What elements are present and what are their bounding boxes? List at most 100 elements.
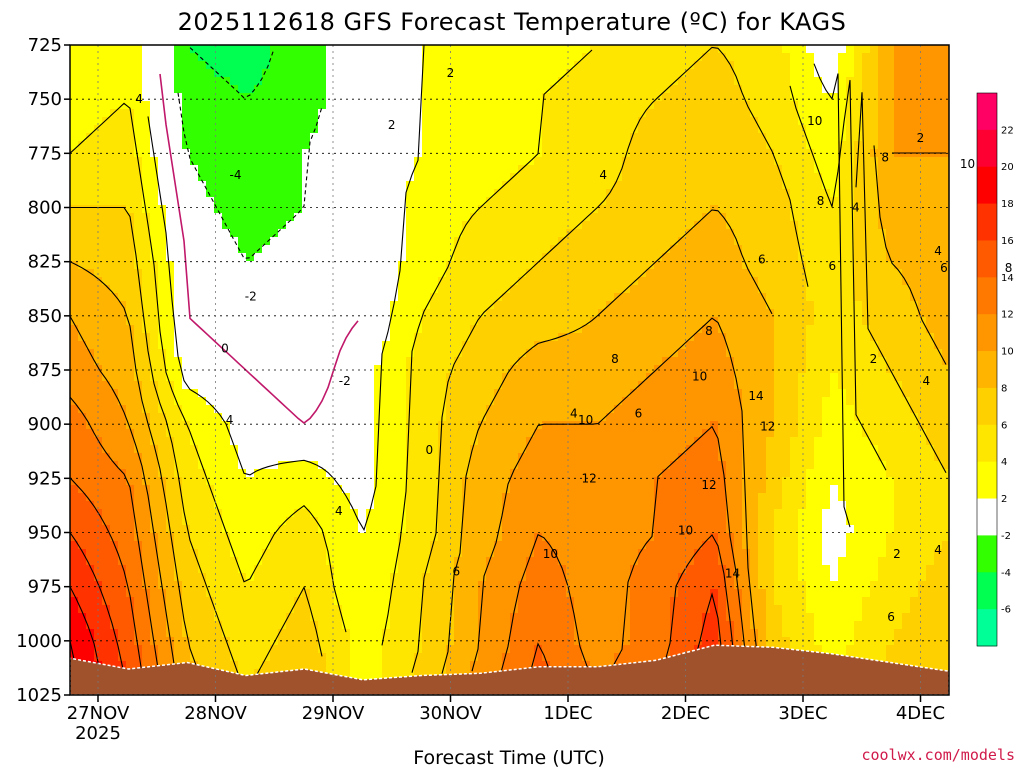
field-cell bbox=[630, 133, 639, 142]
field-cell bbox=[702, 205, 711, 214]
field-cell bbox=[686, 293, 695, 302]
field-cell bbox=[278, 373, 287, 382]
field-cell bbox=[510, 389, 519, 398]
field-cell bbox=[902, 213, 911, 222]
field-cell bbox=[78, 197, 87, 206]
field-cell bbox=[142, 261, 151, 270]
field-cell bbox=[614, 93, 623, 102]
field-cell bbox=[518, 357, 527, 366]
field-cell bbox=[262, 349, 271, 358]
field-cell bbox=[742, 245, 751, 254]
field-cell bbox=[542, 197, 551, 206]
field-cell bbox=[662, 213, 671, 222]
field-cell bbox=[526, 317, 535, 326]
field-cell bbox=[358, 157, 367, 166]
field-cell bbox=[526, 197, 535, 206]
field-cell bbox=[254, 213, 263, 222]
field-cell bbox=[374, 133, 383, 142]
field-cell bbox=[86, 53, 95, 62]
field-cell bbox=[182, 285, 191, 294]
field-cell bbox=[78, 61, 87, 70]
field-cell bbox=[702, 93, 711, 102]
field-cell bbox=[126, 133, 135, 142]
field-cell bbox=[382, 221, 391, 230]
field-cell bbox=[486, 93, 495, 102]
field-cell bbox=[510, 117, 519, 126]
field-cell bbox=[846, 325, 855, 334]
field-cell bbox=[734, 213, 743, 222]
field-cell bbox=[830, 341, 839, 350]
field-cell bbox=[726, 285, 735, 294]
field-cell bbox=[798, 85, 807, 94]
field-cell bbox=[550, 53, 559, 62]
field-cell bbox=[542, 349, 551, 358]
field-cell bbox=[118, 229, 127, 238]
field-cell bbox=[582, 221, 591, 230]
field-cell bbox=[710, 349, 719, 358]
field-cell bbox=[686, 285, 695, 294]
field-cell bbox=[694, 245, 703, 254]
field-cell bbox=[70, 61, 79, 70]
field-cell bbox=[494, 133, 503, 142]
field-cell bbox=[782, 309, 791, 318]
field-cell bbox=[174, 189, 183, 198]
field-cell bbox=[886, 397, 895, 406]
field-cell bbox=[926, 229, 935, 238]
field-cell bbox=[646, 173, 655, 182]
field-cell bbox=[862, 117, 871, 126]
field-cell bbox=[790, 117, 799, 126]
field-cell bbox=[718, 45, 727, 54]
field-cell bbox=[542, 285, 551, 294]
field-cell bbox=[862, 165, 871, 174]
field-cell bbox=[566, 237, 575, 246]
field-cell bbox=[806, 349, 815, 358]
field-cell bbox=[814, 181, 823, 190]
field-cell bbox=[598, 109, 607, 118]
field-cell bbox=[526, 245, 535, 254]
field-cell bbox=[302, 405, 311, 414]
field-cell bbox=[382, 317, 391, 326]
field-cell bbox=[678, 237, 687, 246]
field-cell bbox=[414, 349, 423, 358]
field-cell bbox=[446, 277, 455, 286]
field-cell bbox=[110, 293, 119, 302]
field-cell bbox=[142, 301, 151, 310]
field-cell bbox=[510, 101, 519, 110]
field-cell bbox=[150, 61, 159, 70]
field-cell bbox=[86, 373, 95, 382]
field-cell bbox=[806, 197, 815, 206]
field-cell bbox=[798, 213, 807, 222]
field-cell bbox=[622, 173, 631, 182]
field-cell bbox=[422, 357, 431, 366]
field-cell bbox=[902, 253, 911, 262]
field-cell bbox=[926, 125, 935, 134]
field-cell bbox=[590, 253, 599, 262]
field-cell bbox=[430, 197, 439, 206]
field-cell bbox=[702, 45, 711, 54]
field-cell bbox=[390, 173, 399, 182]
field-cell bbox=[630, 349, 639, 358]
field-cell bbox=[150, 213, 159, 222]
field-cell bbox=[158, 261, 167, 270]
field-cell bbox=[902, 141, 911, 150]
field-cell bbox=[150, 277, 159, 286]
field-cell bbox=[294, 365, 303, 374]
field-cell bbox=[310, 357, 319, 366]
field-cell bbox=[942, 117, 949, 126]
field-cell bbox=[118, 221, 127, 230]
field-cell bbox=[534, 189, 543, 198]
field-cell bbox=[230, 189, 239, 198]
field-cell bbox=[486, 277, 495, 286]
field-cell bbox=[862, 77, 871, 86]
field-cell bbox=[198, 253, 207, 262]
field-cell bbox=[494, 221, 503, 230]
field-cell bbox=[798, 125, 807, 134]
field-cell bbox=[926, 157, 935, 166]
field-cell bbox=[526, 221, 535, 230]
field-cell bbox=[766, 381, 775, 390]
field-cell bbox=[742, 221, 751, 230]
field-cell bbox=[198, 317, 207, 326]
field-cell bbox=[398, 173, 407, 182]
field-cell bbox=[574, 309, 583, 318]
field-cell bbox=[678, 221, 687, 230]
